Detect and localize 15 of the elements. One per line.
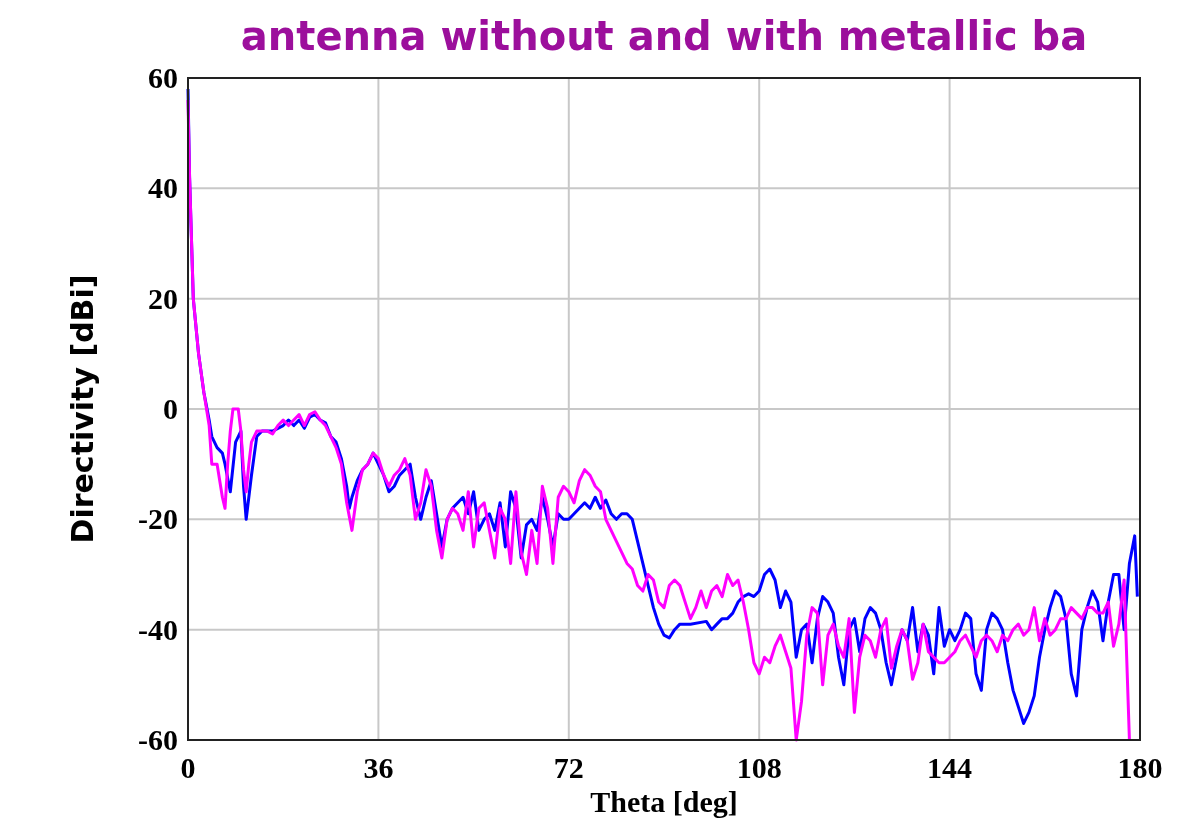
- x-tick-label: 180: [1117, 751, 1163, 784]
- y-tick-label: -40: [138, 612, 178, 646]
- y-tick-label: 40: [148, 171, 178, 205]
- y-axis-title: Directivity [dBi]: [65, 274, 100, 544]
- chart-title: antenna without and with metallic ba: [240, 13, 1088, 59]
- y-tick-label: 0: [163, 392, 178, 425]
- y-tick-label: 20: [148, 281, 178, 315]
- x-axis-title: Theta [deg]: [590, 785, 738, 818]
- y-tick-label: -20: [138, 502, 178, 536]
- y-tick-label: 60: [148, 61, 178, 94]
- x-tick-label: 36: [363, 751, 394, 784]
- x-tick-label: 108: [736, 751, 782, 784]
- x-tick-label: 72: [553, 751, 584, 784]
- x-tick-label: 144: [927, 751, 973, 784]
- y-tick-label: -60: [138, 723, 178, 756]
